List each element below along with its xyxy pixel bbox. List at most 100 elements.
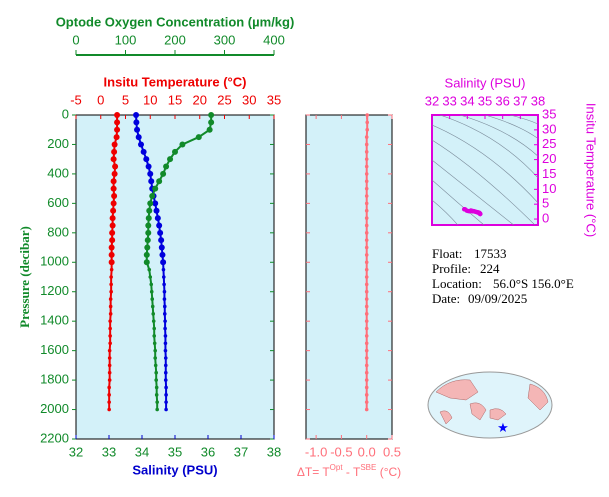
difference-point (364, 304, 369, 309)
x-tick-label: -5 (70, 92, 82, 107)
x-tick-label: 0.5 (383, 444, 401, 459)
y-tick-label: 0 (62, 106, 69, 121)
profile-point (208, 119, 215, 126)
profile-point (107, 385, 111, 390)
profile-point (160, 259, 167, 266)
difference-point (364, 245, 369, 250)
difference-point (364, 231, 369, 235)
y-tick-label: 2200 (40, 430, 69, 445)
ts-point (478, 211, 483, 217)
profile-point (111, 148, 118, 155)
x-tick-label: 400 (263, 32, 285, 47)
x-tick-label: 15 (168, 92, 182, 107)
profile-point (179, 141, 186, 148)
profile-point (108, 244, 115, 251)
x-tick-label: 200 (164, 32, 186, 47)
profile-point (163, 370, 168, 375)
difference-point (364, 334, 369, 338)
profile-point (163, 348, 168, 353)
difference-point (364, 157, 369, 161)
profile-point (108, 326, 112, 331)
y-tick-label: 600 (47, 195, 69, 210)
x-tick-label: 100 (115, 32, 137, 47)
difference-point (364, 370, 369, 375)
x-tick-label: 34 (135, 444, 149, 459)
label-part: - T (343, 465, 361, 479)
x-tick-label: 35 (267, 92, 281, 107)
profile-point (147, 267, 152, 272)
profile-point (149, 282, 154, 287)
x-tick-label: 36 (201, 444, 215, 459)
density-contours (432, 115, 538, 225)
y-tick-label: 15 (542, 166, 556, 181)
profile-point (149, 289, 154, 294)
profile-point (154, 385, 159, 390)
difference-point (364, 194, 369, 198)
profile-point (133, 119, 140, 126)
y-tick-label: 25 (542, 136, 556, 151)
profile-point (162, 304, 167, 309)
profile-point (158, 244, 165, 251)
profile-point (109, 289, 113, 294)
profile-point (107, 378, 112, 382)
profile-point (114, 126, 121, 133)
profile-point (111, 170, 118, 177)
x-tick-label: -1.0 (305, 444, 327, 459)
profile-point (143, 259, 150, 266)
x-tick-label: 32 (69, 444, 83, 459)
difference-point (364, 142, 369, 147)
profile-point (108, 319, 112, 323)
difference-point (364, 319, 369, 323)
profile-point (107, 348, 112, 353)
x-tick-label: 37 (513, 93, 527, 108)
y-tick-label: 1000 (40, 254, 69, 269)
profile-point (161, 267, 166, 272)
svg-text:★: ★ (497, 420, 509, 435)
profile-point (109, 237, 116, 244)
profile-point (112, 163, 119, 170)
difference-point (364, 407, 369, 412)
profile-panel (75, 114, 275, 440)
profile-point (110, 185, 117, 192)
axis-title: Insitu Temperature (°C) (104, 74, 247, 89)
x-tick-label: 25 (217, 92, 231, 107)
profile-point (172, 148, 178, 155)
y-tick-label: 800 (47, 224, 69, 239)
profile-point (107, 356, 112, 360)
difference-point (364, 378, 369, 382)
profile-point (160, 170, 167, 177)
profile-point (163, 319, 167, 323)
profile-point (109, 229, 116, 236)
profile-point (152, 341, 157, 346)
y-tick-label: 2000 (40, 401, 69, 416)
y-tick-label: 1800 (40, 372, 69, 387)
difference-point (364, 385, 369, 390)
x-tick-label: 35 (478, 93, 492, 108)
profile-point (148, 275, 153, 279)
profile-point (133, 112, 140, 118)
profile-point (110, 207, 117, 214)
profile-point (107, 393, 111, 397)
profile-point (107, 370, 112, 375)
profile-point (164, 385, 168, 390)
label-part: Opt (330, 463, 344, 472)
difference-point (364, 393, 369, 397)
difference-point (364, 267, 369, 272)
difference-point (364, 223, 369, 228)
profile-point (114, 119, 121, 126)
difference-point (364, 150, 369, 154)
profile-point (154, 370, 158, 375)
y-tick-label: 35 (542, 106, 556, 121)
profile-point (155, 400, 159, 404)
profile-point (145, 215, 152, 222)
profile-point (111, 141, 118, 148)
difference-point (364, 326, 369, 331)
difference-point (364, 135, 369, 139)
profile-point (109, 282, 113, 287)
y-tick-label: 1200 (40, 283, 69, 298)
profile-point (107, 363, 112, 368)
info-label: Float: (432, 246, 462, 261)
difference-point (365, 113, 370, 117)
profile-point (155, 407, 159, 412)
